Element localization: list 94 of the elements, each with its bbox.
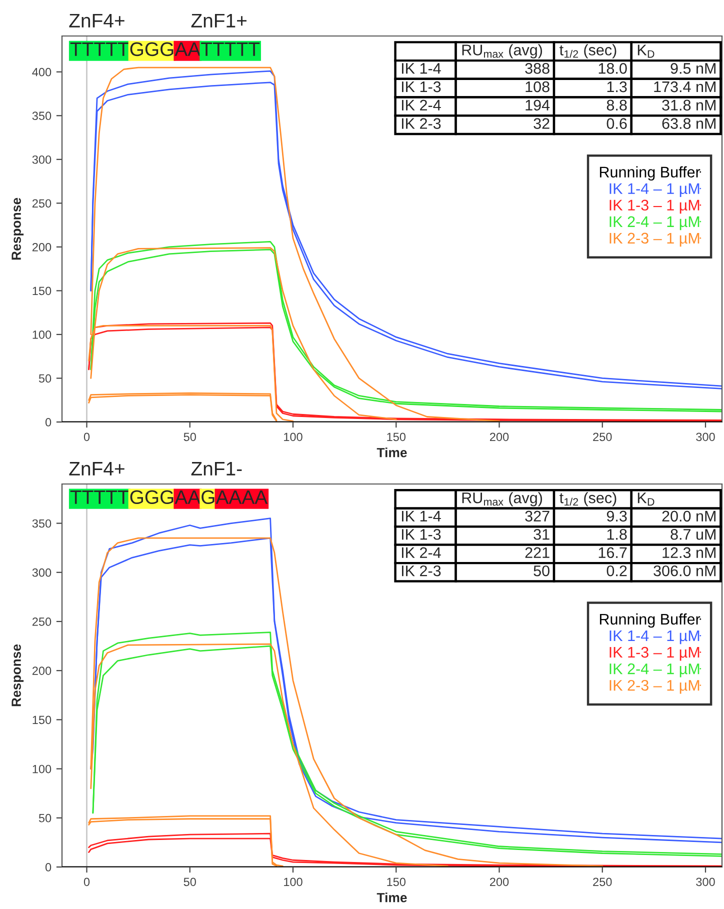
x-tick-label: 200 [490, 432, 509, 442]
annotation: 1.3 [607, 81, 627, 92]
x-tick-label: 0 [84, 878, 90, 886]
y-tick-label: 250 [32, 199, 52, 208]
annotation: TTTTT [70, 42, 129, 56]
annotation: GGG [130, 42, 174, 56]
annotation: 221 [525, 547, 550, 558]
text: ZnF1+ [191, 14, 246, 28]
annotation: IK 1-4 [402, 510, 441, 522]
legend-label: IK 1-4 – 1 µM [610, 183, 700, 198]
annotation: 173.4 nM [654, 81, 716, 92]
x-tick-label: 100 [284, 432, 302, 442]
y-tick-label: 150 [32, 716, 52, 724]
annotation: RU$_{max}$ (avg) [462, 44, 542, 58]
annotation: 20.0 nM [662, 510, 716, 522]
annotation: 16.7 [598, 547, 627, 558]
annotation: IK 2-4 [402, 100, 441, 110]
annotation: 306.0 nM [654, 565, 716, 576]
x-tick-label: 0 [84, 432, 90, 442]
annotation: 1.8 [607, 528, 627, 540]
x-tick-label: 150 [387, 432, 406, 442]
y-tick-label: 200 [32, 242, 52, 252]
annotation: IK 1-3 [402, 81, 441, 92]
y-tick-label: 300 [32, 568, 52, 577]
x-tick-label: 200 [490, 878, 509, 886]
annotation: IK 2-3 [402, 118, 441, 129]
legend-label: IK 2-4 – 1 µM [610, 216, 700, 230]
annotation: IK 2-3 [402, 565, 441, 576]
annotation: IK 2-4 [402, 547, 441, 558]
x-tick-label: 250 [593, 432, 612, 442]
annotation: 0.6 [606, 118, 627, 129]
annotation: GGG [130, 490, 174, 504]
annotation: 12.3 nM [662, 547, 716, 558]
annotation: 18.0 [598, 63, 627, 74]
annotation: 31 [534, 528, 550, 540]
y-tick-label: 300 [32, 155, 52, 164]
y-tick-label: 0 [45, 418, 52, 426]
annotation: K$_{D}$ [638, 44, 654, 58]
y-tick-label: 150 [32, 286, 52, 296]
annotation: 9.5 nM [670, 63, 716, 74]
legend-label: IK 2-4 – 1 µM [610, 663, 700, 678]
x-tick-label: 50 [184, 432, 196, 442]
x-tick-label: 50 [184, 878, 196, 886]
annotation: 8.8 [606, 100, 627, 111]
annotation: 63.8 nM [662, 118, 716, 129]
annotation: AAAA [216, 490, 268, 504]
x-tick-label: 300 [696, 878, 715, 886]
annotation: 32 [534, 118, 550, 129]
annotation: IK 1-3 [402, 528, 441, 540]
annotation: 327 [525, 510, 550, 522]
annotation: 50 [534, 565, 550, 576]
annotation: 194 [526, 100, 550, 111]
legend-label: IK 1-3 – 1 µM [610, 646, 700, 661]
text: ZnF1- [191, 462, 242, 476]
text: ZnF4+ [69, 14, 124, 28]
y-tick-label: 100 [32, 330, 52, 339]
annotation: 0.2 [606, 565, 627, 576]
x-tick-label: 150 [387, 878, 406, 886]
x-axis-title: Time [376, 892, 407, 902]
y-tick-label: 50 [38, 814, 52, 822]
annotation: 108 [526, 81, 550, 92]
legend-label: IK 1-4 – 1 µM [610, 630, 700, 644]
annotation: 8.7 uM [670, 528, 716, 540]
annotation: 388 [525, 63, 550, 74]
legend-label: IK 2-3 – 1 µM [610, 232, 700, 247]
y-axis-title: Response [12, 198, 24, 260]
legend-label: IK 1-3 – 1 µM [610, 200, 700, 214]
annotation: 31.8 nM [662, 100, 716, 111]
x-axis-title: Time [376, 448, 407, 458]
legend-label: IK 2-3 – 1 µM [610, 680, 700, 694]
annotation: K$_{D}$ [638, 492, 654, 506]
annotation: TTTTT [70, 490, 129, 504]
legend-label: Running Buffer [600, 166, 700, 181]
y-tick-label: 400 [32, 68, 52, 76]
x-tick-label: 300 [696, 432, 715, 442]
text: ZnF4+ [69, 462, 124, 476]
annotation: t$_{1/2}$ (sec) [560, 44, 616, 58]
y-tick-label: 200 [32, 666, 52, 675]
y-tick-label: 350 [32, 112, 52, 120]
annotation: G [202, 490, 214, 504]
annotation: RU$_{max}$ (avg) [462, 492, 542, 506]
y-tick-label: 350 [32, 519, 52, 528]
annotation: t$_{1/2}$ (sec) [560, 492, 616, 506]
x-tick-label: 100 [284, 878, 302, 886]
y-tick-label: 0 [45, 863, 52, 872]
annotation: 9.3 [606, 510, 627, 522]
annotation: IK 1-4 [402, 63, 441, 74]
y-tick-label: 100 [32, 764, 52, 774]
annotation: TTTTT [201, 42, 260, 56]
x-tick-label: 250 [593, 878, 612, 886]
y-tick-label: 50 [38, 374, 52, 383]
legend-label: Running Buffer [600, 613, 700, 628]
y-axis-title: Response [12, 644, 24, 706]
y-tick-label: 250 [32, 618, 52, 626]
